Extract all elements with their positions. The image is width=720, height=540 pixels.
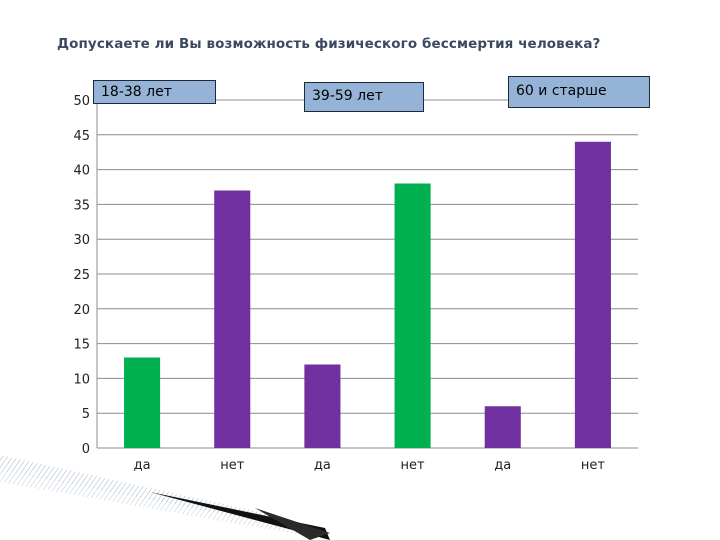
group-label-18-38: 18-38 лет [93,80,216,104]
x-category-label: да [494,458,511,473]
y-tick-label: 25 [73,268,90,283]
bar-0 [124,357,161,448]
y-tick-label: 15 [73,338,90,353]
y-tick-label: 30 [73,233,90,248]
y-tick-label: 40 [73,164,90,179]
bars [124,141,611,449]
x-category-label: да [314,458,331,473]
x-category-labels: да нет да нет да нет [134,458,606,473]
chart-title: Допускаете ли Вы возможность физического… [57,36,601,52]
y-tick-label: 0 [82,442,90,457]
y-tick-label: 20 [73,303,90,318]
bar-1 [214,190,251,449]
bar-3 [394,183,431,448]
axes [96,100,638,449]
bar-5 [574,141,611,448]
bar-4 [484,406,521,448]
y-tick-labels: 0 5 10 15 20 25 30 35 40 45 50 [73,94,90,457]
y-tick-label: 10 [73,372,90,387]
x-category-label: нет [581,458,605,473]
hatched-wedge-shape-lower [0,470,330,540]
x-category-label: нет [220,458,244,473]
y-tick-label: 50 [73,94,90,109]
bar-2 [304,364,341,448]
group-label-60-plus: 60 и старше [508,76,650,108]
x-category-label: да [134,458,151,473]
x-category-label: нет [401,458,425,473]
dark-wedge-tip [255,508,330,540]
dark-wedge-shape [150,492,330,540]
y-tick-label: 35 [73,198,90,213]
group-label-39-59: 39-59 лет [304,82,424,112]
y-tick-label: 5 [82,407,90,422]
y-tick-label: 45 [73,129,90,144]
